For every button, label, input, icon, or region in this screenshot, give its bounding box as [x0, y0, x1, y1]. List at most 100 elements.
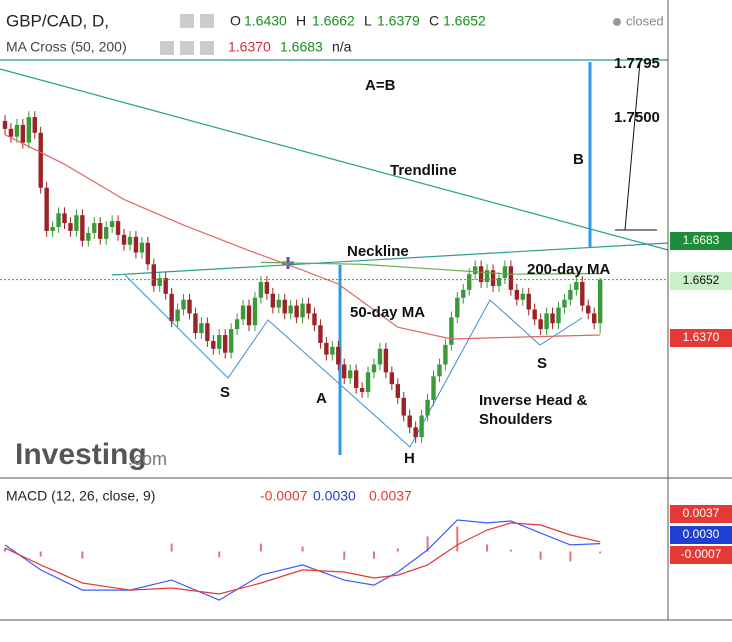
- candle-body: [217, 335, 222, 349]
- price-tag-label: 1.6652: [683, 273, 720, 287]
- candle-body: [550, 313, 555, 324]
- candle-body: [175, 309, 180, 322]
- candle-body: [258, 282, 264, 298]
- icon[interactable]: [160, 41, 174, 55]
- candle-body: [8, 128, 14, 137]
- candle-body: [556, 307, 561, 324]
- ma-title: MA Cross (50, 200): [6, 39, 127, 55]
- price-tag-label: 1.6683: [683, 233, 720, 247]
- candle-body: [228, 329, 234, 353]
- candle-body: [478, 266, 484, 283]
- annotation: A=B: [365, 77, 396, 94]
- candle-body: [324, 342, 329, 355]
- candle-body: [443, 344, 448, 365]
- candle-body: [32, 117, 37, 133]
- annotation: 200-day MA: [527, 261, 611, 278]
- candle-body: [50, 227, 55, 231]
- candle-body: [472, 266, 478, 275]
- icon[interactable]: [180, 14, 194, 28]
- candle-body: [544, 313, 549, 330]
- watermark-suffix: .com: [128, 449, 167, 469]
- candle-body: [151, 264, 156, 286]
- macd-line: [4, 522, 601, 595]
- h-label: H: [296, 13, 306, 29]
- candle-body: [580, 282, 585, 306]
- candle-body: [407, 415, 412, 428]
- candle-body: [401, 397, 406, 416]
- candle-body: [80, 215, 85, 241]
- candle-body: [371, 364, 377, 373]
- histogram-bar: [3, 548, 6, 552]
- candle-body: [14, 124, 20, 137]
- candle-body: [157, 278, 162, 286]
- annotation: Trendline: [390, 162, 457, 179]
- annotation: B: [573, 151, 584, 168]
- candle-body: [211, 340, 216, 349]
- histogram-bar: [301, 546, 304, 552]
- candle-body: [508, 266, 514, 290]
- candle-body: [502, 266, 508, 279]
- icon[interactable]: [200, 41, 214, 55]
- candle-body: [205, 323, 210, 341]
- annotation: 50-day MA: [350, 304, 425, 321]
- legend-value: -0.0007: [260, 488, 308, 504]
- annotation: Inverse Head &: [479, 392, 588, 409]
- candle-body: [252, 297, 258, 326]
- l-value: 1.6379: [377, 13, 420, 29]
- candle-body: [431, 376, 436, 400]
- candle-body: [597, 279, 603, 324]
- candle-body: [282, 299, 287, 314]
- ma50-value: 1.6370: [228, 39, 271, 55]
- candle-body: [169, 293, 174, 322]
- moving-average: [260, 261, 601, 275]
- candle-body: [276, 299, 281, 308]
- icon[interactable]: [180, 41, 194, 55]
- candle-body: [240, 305, 246, 320]
- candle-body: [342, 364, 347, 379]
- projection-line: [624, 61, 641, 231]
- histogram-bar: [259, 543, 262, 552]
- candle-body: [455, 297, 460, 318]
- candle-body: [139, 242, 145, 253]
- candle-body: [234, 319, 240, 330]
- candle-body: [419, 415, 424, 438]
- annotation: H: [404, 450, 415, 467]
- candle-body: [246, 305, 252, 326]
- candle-body: [490, 270, 496, 286]
- candle-body: [395, 384, 401, 398]
- macd-title: MACD (12, 26, close, 9): [6, 488, 155, 504]
- candle-body: [127, 236, 133, 245]
- annotation: S: [220, 384, 230, 401]
- price-tag: [670, 329, 732, 347]
- ma200-value: 1.6683: [280, 39, 323, 55]
- candle-body: [288, 305, 293, 314]
- histogram-bar: [372, 551, 375, 559]
- annotation: 1.7795: [614, 55, 660, 72]
- candle-body: [38, 132, 43, 188]
- histogram-bar: [396, 548, 399, 552]
- candle-body: [199, 323, 204, 334]
- ma-other: n/a: [332, 39, 352, 55]
- candle-body: [413, 427, 418, 438]
- candle-body: [187, 299, 192, 314]
- o-value: 1.6430: [244, 13, 287, 29]
- moving-average: [4, 134, 601, 340]
- candle-body: [461, 289, 466, 298]
- watermark: Investing: [15, 438, 147, 471]
- histogram-bar: [343, 551, 346, 560]
- status: closed: [626, 13, 664, 28]
- candle-body: [264, 282, 270, 294]
- candle-body: [312, 313, 317, 326]
- icon[interactable]: [200, 14, 214, 28]
- o-label: O: [230, 13, 241, 29]
- candle-body: [514, 289, 520, 300]
- candle-body: [377, 348, 383, 365]
- annotation: 1.7500: [614, 109, 660, 126]
- histogram-bar: [170, 543, 173, 552]
- l-label: L: [364, 13, 372, 29]
- price-tag-label: 1.6370: [683, 330, 720, 344]
- c-label: C: [429, 13, 439, 29]
- candle-body: [193, 313, 198, 334]
- marks: [0, 111, 668, 601]
